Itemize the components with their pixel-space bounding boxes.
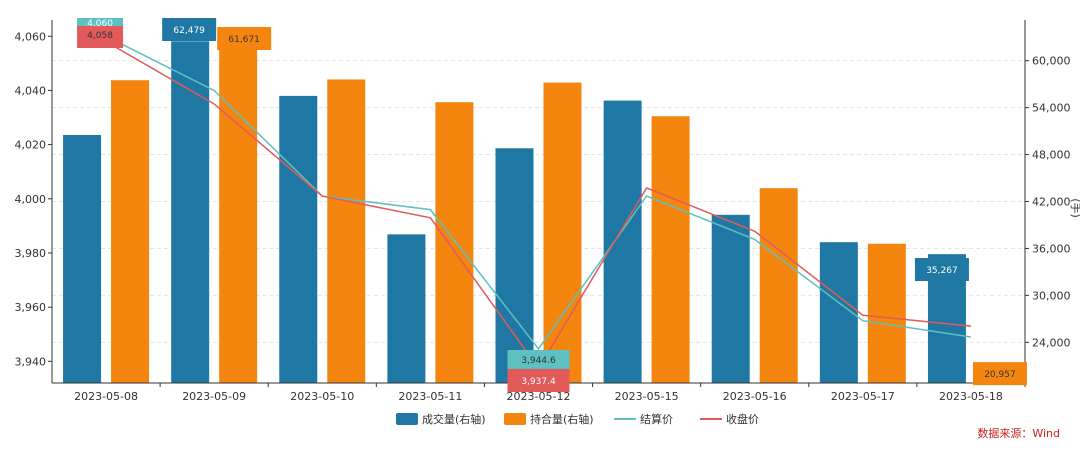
volume-bar — [279, 95, 318, 383]
data-label-box — [162, 18, 217, 41]
legend-label: 结算价 — [640, 412, 673, 426]
left-axis-tick-label: 3,960 — [15, 301, 47, 314]
x-axis-tick-label: 2023-05-12 — [507, 390, 571, 403]
bars-layer — [63, 41, 1014, 384]
volume-bar — [171, 41, 210, 383]
left-axis-tick-label: 4,000 — [15, 193, 47, 206]
labels-layer: 4,060 4,058 62,479 61,671 3,944.6 3,937.4 35,2… — [77, 18, 1027, 392]
x-axis-tick-label: 2023-05-17 — [831, 390, 895, 403]
open-interest-bar — [759, 188, 798, 383]
left-axis-tick-label: 4,040 — [15, 84, 47, 97]
data-label-box — [507, 369, 570, 392]
legend-label: 成交量(右轴) — [422, 412, 486, 426]
right-axis-tick-label: 30,000 — [1032, 289, 1071, 302]
data-label-box — [972, 362, 1027, 386]
source-note: 数据来源：Wind — [977, 426, 1060, 440]
grid-layer — [52, 60, 1025, 343]
right-axis-tick-label: 36,000 — [1032, 242, 1071, 255]
legend-label: 持合量(右轴) — [530, 412, 594, 426]
axes-layer: 3,940 3,960 3,980 4,000 4,020 4,040 4,060 24,00… — [15, 20, 1071, 403]
left-axis-tick-label: 4,020 — [15, 139, 47, 152]
open-interest-bar — [867, 243, 906, 383]
open-interest-bar — [111, 80, 150, 383]
legend-swatch — [396, 413, 418, 425]
right-axis-tick-label: 48,000 — [1032, 149, 1071, 162]
left-axis-tick-label: 4,060 — [15, 30, 47, 43]
data-label-box — [217, 27, 272, 50]
volume-bar — [387, 234, 426, 383]
volume-bar — [495, 148, 534, 383]
open-interest-bar — [543, 82, 582, 383]
data-label: 62,479 — [173, 26, 205, 36]
x-axis-tick-label: 2023-05-09 — [182, 390, 246, 403]
legend: 成交量(右轴) 持合量(右轴) 结算价 收盘价 — [396, 412, 759, 426]
open-interest-bar — [435, 102, 474, 383]
x-axis-tick-label: 2023-05-18 — [939, 390, 1003, 403]
x-axis-tick-label: 2023-05-08 — [74, 390, 138, 403]
data-label: 4,058 — [87, 31, 113, 41]
data-label-box — [77, 26, 124, 48]
data-label-box — [507, 350, 570, 369]
right-axis-unit: (手) — [1069, 198, 1080, 218]
volume-bar — [711, 214, 750, 383]
data-label-box — [914, 258, 969, 281]
settle-price-line — [105, 35, 972, 351]
x-axis-tick-label: 2023-05-15 — [615, 390, 679, 403]
data-label: 35,267 — [926, 266, 958, 276]
open-interest-bar — [651, 116, 690, 384]
legend-swatch — [504, 413, 526, 425]
right-axis-tick-label: 54,000 — [1032, 102, 1071, 115]
right-axis-tick-label: 24,000 — [1032, 336, 1071, 349]
data-label: 3,937.4 — [521, 377, 556, 387]
data-label-box — [77, 18, 124, 28]
left-axis-tick-label: 3,980 — [15, 247, 47, 260]
data-label: 4,060 — [87, 19, 113, 29]
open-interest-bar — [219, 47, 258, 384]
data-label: 61,671 — [228, 35, 260, 45]
right-axis-tick-label: 42,000 — [1032, 196, 1071, 209]
data-label: 20,957 — [984, 370, 1016, 380]
x-axis-tick-label: 2023-05-11 — [398, 390, 462, 403]
x-axis-tick-label: 2023-05-10 — [290, 390, 354, 403]
open-interest-bar — [327, 79, 366, 383]
right-axis-tick-label: 60,000 — [1032, 55, 1071, 68]
volume-bar — [63, 135, 102, 383]
legend-label: 收盘价 — [726, 412, 759, 426]
volume-bar — [603, 100, 642, 383]
left-axis-tick-label: 3,940 — [15, 355, 47, 368]
x-axis-tick-label: 2023-05-16 — [723, 390, 787, 403]
data-label: 3,944.6 — [521, 356, 556, 366]
